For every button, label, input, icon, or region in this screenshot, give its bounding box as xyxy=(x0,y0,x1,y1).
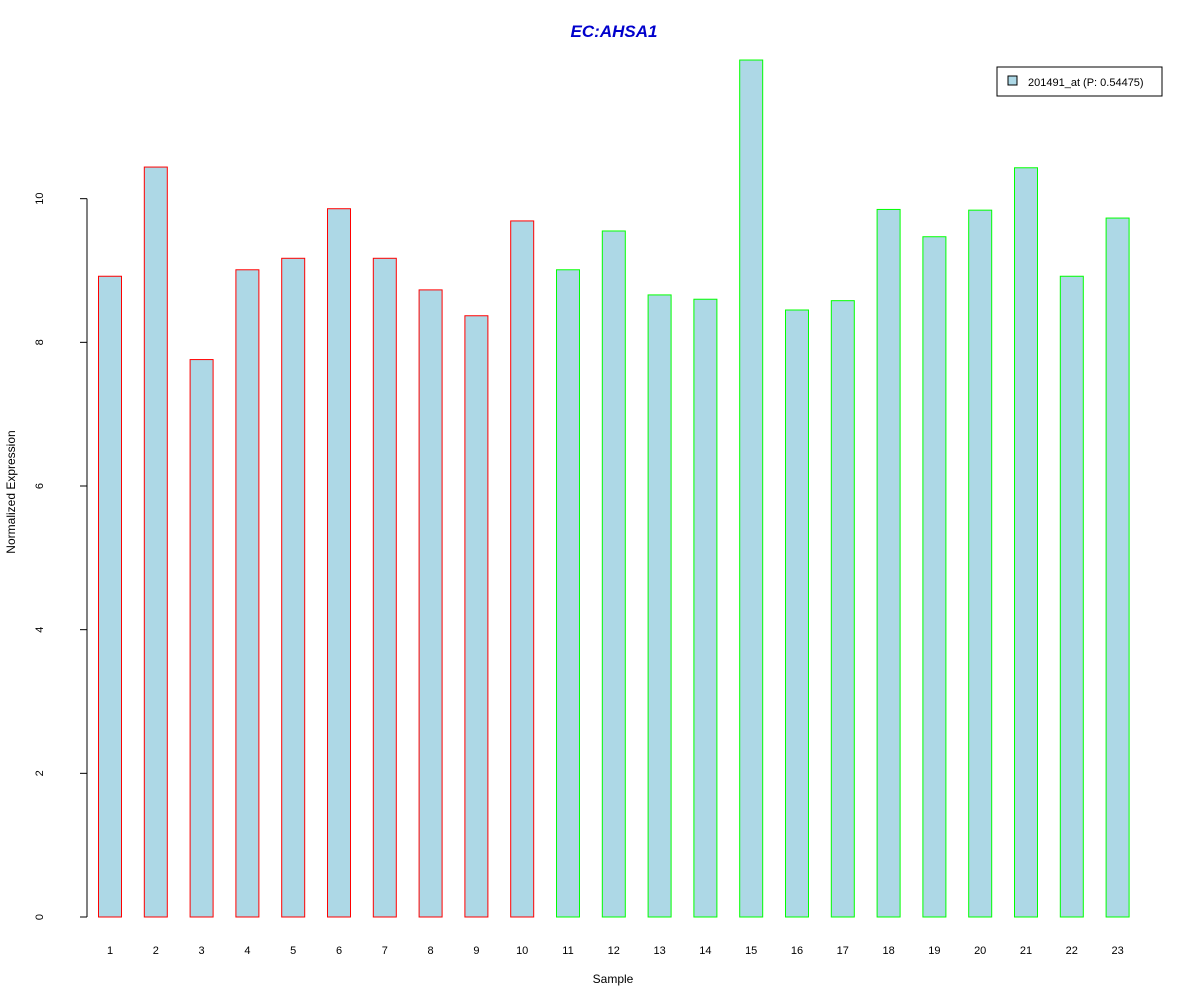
x-tick-label: 7 xyxy=(382,945,388,957)
bar-sample-20 xyxy=(968,209,993,918)
legend-swatch xyxy=(1007,75,1018,86)
y-axis-label: Normalized Expression xyxy=(4,430,18,553)
x-tick-label: 6 xyxy=(336,945,342,957)
bar-sample-14 xyxy=(693,298,718,918)
chart-title: EC:AHSA1 xyxy=(571,22,658,41)
bar-sample-9 xyxy=(464,315,489,918)
bar-sample-23 xyxy=(1105,217,1130,918)
legend: 201491_at (P: 0.54475) xyxy=(996,66,1163,97)
bar-sample-15 xyxy=(739,59,764,918)
legend-series-label: 201491_at (P: 0.54475) xyxy=(1028,77,1144,89)
bar-sample-1 xyxy=(98,275,122,918)
x-tick-labels: 1 2 3 4 5 6 7 8 9 10 11 12 13 14 15 16 17 18 19 20 21 22 23 xyxy=(107,945,1124,957)
y-tick-label: 8 xyxy=(34,339,46,345)
bar-sample-8 xyxy=(418,289,443,918)
y-axis: 0 2 4 6 8 10 xyxy=(34,193,88,920)
bar-sample-7 xyxy=(372,257,397,918)
bar-sample-22 xyxy=(1059,275,1084,918)
y-tick-label: 2 xyxy=(34,770,46,776)
x-tick-label: 4 xyxy=(244,945,250,957)
x-tick-label: 3 xyxy=(199,945,205,957)
bar-sample-12 xyxy=(601,230,626,918)
x-tick-label: 17 xyxy=(837,945,849,957)
x-tick-label: 5 xyxy=(290,945,296,957)
x-tick-label: 20 xyxy=(974,945,986,957)
bar-sample-18 xyxy=(876,208,901,918)
bar-sample-17 xyxy=(830,300,855,918)
bar-sample-2 xyxy=(143,166,168,918)
bar-sample-16 xyxy=(785,309,809,918)
x-tick-label: 14 xyxy=(699,945,711,957)
bar-sample-10 xyxy=(510,220,535,918)
x-tick-label: 13 xyxy=(653,945,665,957)
y-tick-label: 4 xyxy=(34,627,46,633)
bar-sample-21 xyxy=(1014,167,1038,918)
legend-box xyxy=(996,66,1163,97)
bar-sample-5 xyxy=(281,257,306,918)
y-tick-label: 6 xyxy=(34,483,46,489)
bar-sample-6 xyxy=(327,208,351,918)
x-tick-label: 19 xyxy=(928,945,940,957)
x-tick-label: 1 xyxy=(107,945,113,957)
x-tick-label: 23 xyxy=(1111,945,1123,957)
bar-sample-19 xyxy=(922,236,947,918)
bar-sample-4 xyxy=(235,269,260,918)
x-axis-label: Sample xyxy=(593,972,634,986)
x-tick-label: 21 xyxy=(1020,945,1032,957)
bar-sample-11 xyxy=(556,269,580,918)
x-tick-label: 16 xyxy=(791,945,803,957)
x-tick-label: 8 xyxy=(428,945,434,957)
bars-group xyxy=(98,59,1130,918)
x-tick-label: 12 xyxy=(608,945,620,957)
x-tick-label: 15 xyxy=(745,945,757,957)
bar-sample-13 xyxy=(647,294,672,918)
x-tick-label: 10 xyxy=(516,945,528,957)
y-tick-label: 10 xyxy=(34,193,46,205)
x-tick-label: 2 xyxy=(153,945,159,957)
x-tick-label: 18 xyxy=(882,945,894,957)
x-tick-label: 11 xyxy=(562,945,573,957)
bar-sample-3 xyxy=(189,359,214,918)
y-tick-label: 0 xyxy=(34,914,46,920)
x-tick-label: 22 xyxy=(1066,945,1078,957)
x-tick-label: 9 xyxy=(473,945,479,957)
